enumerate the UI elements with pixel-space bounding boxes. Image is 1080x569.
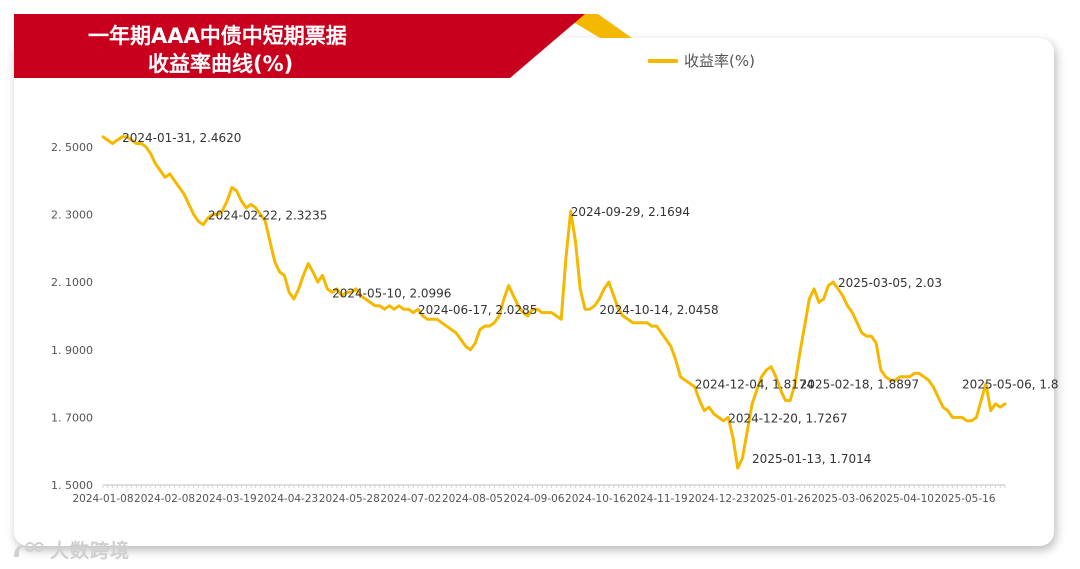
data-label: 2024-12-20, 1.7267 — [728, 411, 847, 425]
data-label: 2025-05-06, 1.8 — [962, 378, 1058, 392]
x-tick-label: 2024-05-28 — [319, 493, 380, 505]
x-tick-label: 2025-03-06 — [811, 493, 872, 505]
watermark-text: 大数跨境 — [50, 540, 131, 562]
banner-red-shape — [14, 14, 585, 78]
legend-swatch — [648, 58, 678, 63]
y-tick-label: 1. 9000 — [51, 344, 93, 357]
data-label: 2024-06-17, 2.0285 — [418, 303, 537, 317]
chart-title-line1: 一年期AAA中债中短期票据 — [88, 24, 347, 48]
legend-label: 收益率(%) — [684, 52, 755, 70]
x-tick-label: 2024-01-08 — [72, 493, 133, 505]
data-label: 2024-09-29, 2.1694 — [571, 205, 690, 219]
legend: 收益率(%) — [648, 50, 755, 71]
x-tick-label: 2024-07-02 — [380, 493, 441, 505]
x-tick-label: 2025-05-16 — [934, 493, 995, 505]
y-tick-label: 2. 1000 — [51, 276, 93, 289]
data-label: 2024-02-22, 2.3235 — [208, 209, 327, 223]
data-label: 2024-01-31, 2.4620 — [122, 131, 241, 145]
chart-card — [14, 38, 1054, 546]
banner-gold-stripe — [560, 14, 632, 38]
x-tick-label: 2024-04-23 — [257, 493, 318, 505]
data-label: 2025-03-05, 2.03 — [838, 276, 942, 290]
data-label: 2025-01-13, 1.7014 — [752, 452, 871, 466]
data-label: 2024-12-04, 1.8174 — [695, 378, 814, 392]
watermark-logo-icon — [14, 541, 44, 557]
x-tick-label: 2024-02-08 — [134, 493, 195, 505]
title-banner — [14, 14, 632, 78]
series-line-yield — [101, 135, 1007, 470]
data-label: 2025-02-18, 1.8897 — [800, 378, 919, 392]
x-tick-label: 2024-11-19 — [627, 493, 688, 505]
x-tick-label: 2025-04-10 — [873, 493, 934, 505]
y-tick-label: 1. 5000 — [51, 479, 93, 492]
x-tick-label: 2024-03-19 — [196, 493, 257, 505]
y-tick-label: 2. 5000 — [51, 141, 93, 154]
chart-title-line2: 收益率曲线(%) — [148, 52, 294, 76]
y-tick-label: 1. 7000 — [51, 411, 93, 424]
data-label: 2024-10-14, 2.0458 — [599, 303, 718, 317]
x-tick-label: 2024-12-23 — [688, 493, 749, 505]
data-label: 2024-05-10, 2.0996 — [332, 286, 451, 300]
x-tick-label: 2024-09-06 — [503, 493, 564, 505]
x-tick-label: 2024-10-16 — [565, 493, 626, 505]
x-tick-label: 2024-08-05 — [442, 493, 503, 505]
y-tick-label: 2. 3000 — [51, 209, 93, 222]
x-tick-label: 2025-01-26 — [750, 493, 811, 505]
watermark: 大数跨境 — [10, 536, 130, 563]
